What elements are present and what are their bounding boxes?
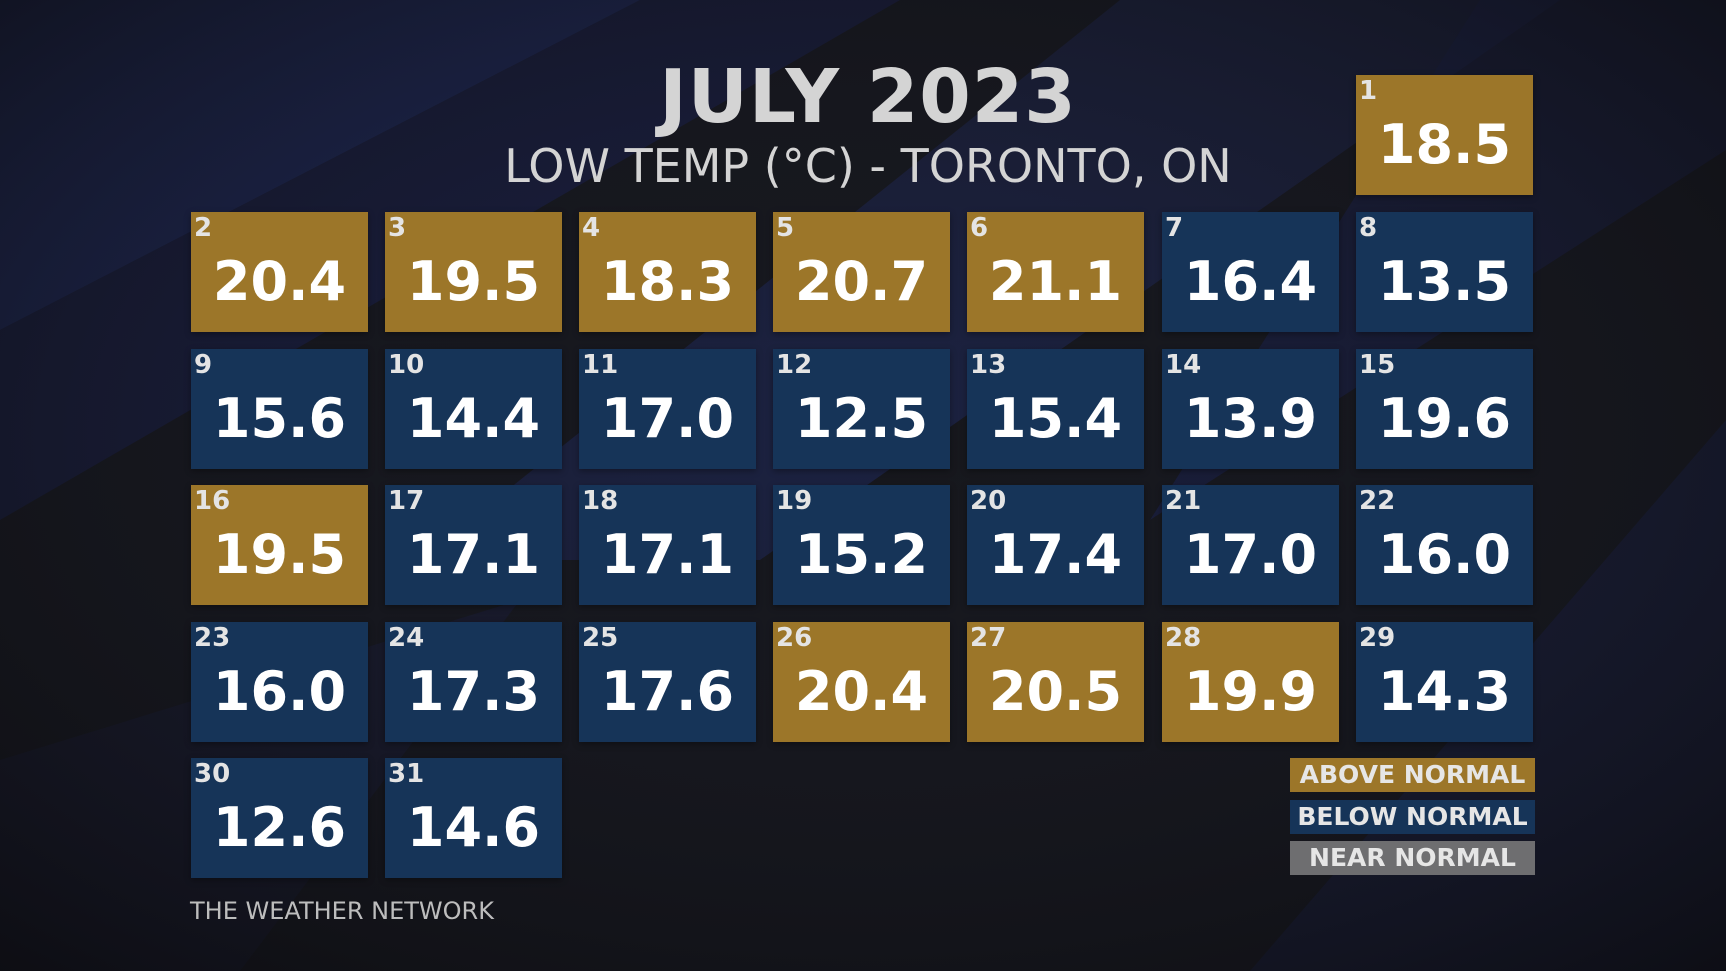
day-number: 5 (776, 213, 795, 243)
day-number: 30 (194, 759, 231, 789)
low-temp-value: 13.9 (1183, 387, 1318, 450)
low-temp-value: 13.5 (1377, 250, 1512, 313)
low-temp-value: 18.3 (600, 250, 735, 313)
low-temp-value: 12.5 (794, 387, 929, 450)
day-cell: 21 17.0 (1162, 485, 1339, 605)
day-number: 12 (776, 350, 813, 380)
day-number: 18 (582, 486, 619, 516)
day-cell: 12 12.5 (773, 349, 950, 469)
low-temp-value: 16.0 (1377, 523, 1512, 586)
low-temp-value: 12.6 (212, 796, 347, 859)
day-number: 3 (388, 213, 407, 243)
low-temp-value: 14.6 (406, 796, 541, 859)
day-cell: 2 20.4 (191, 212, 368, 332)
low-temp-value: 20.5 (988, 660, 1123, 723)
low-temp-value: 17.4 (988, 523, 1123, 586)
legend-item-near-normal: NEAR NORMAL (1290, 841, 1535, 875)
legend-item-below-normal: BELOW NORMAL (1290, 800, 1535, 834)
day-cell: 8 13.5 (1356, 212, 1533, 332)
day-number: 20 (970, 486, 1007, 516)
low-temp-value: 19.5 (406, 250, 541, 313)
day-cell: 16 19.5 (191, 485, 368, 605)
day-number: 23 (194, 623, 231, 653)
low-temp-value: 17.1 (406, 523, 541, 586)
day-cell: 24 17.3 (385, 622, 562, 742)
day-number: 6 (970, 213, 989, 243)
day-cell: 1 18.5 (1356, 75, 1533, 195)
day-number: 28 (1165, 623, 1202, 653)
day-cell: 15 19.6 (1356, 349, 1533, 469)
day-cell: 27 20.5 (967, 622, 1144, 742)
day-number: 19 (776, 486, 813, 516)
day-number: 31 (388, 759, 425, 789)
day-cell: 29 14.3 (1356, 622, 1533, 742)
day-cell: 20 17.4 (967, 485, 1144, 605)
day-number: 21 (1165, 486, 1202, 516)
low-temp-value: 15.4 (988, 387, 1123, 450)
low-temp-value: 17.1 (600, 523, 735, 586)
day-number: 2 (194, 213, 213, 243)
low-temp-value: 16.4 (1183, 250, 1318, 313)
day-number: 14 (1165, 350, 1202, 380)
low-temp-value: 14.3 (1377, 660, 1512, 723)
day-cell: 10 14.4 (385, 349, 562, 469)
low-temp-value: 19.5 (212, 523, 347, 586)
day-number: 29 (1359, 623, 1396, 653)
day-cell: 9 15.6 (191, 349, 368, 469)
legend-item-above-normal: ABOVE NORMAL (1290, 758, 1535, 792)
network-credit: THE WEATHER NETWORK (190, 897, 494, 925)
day-cell: 26 20.4 (773, 622, 950, 742)
low-temp-value: 18.5 (1377, 113, 1512, 176)
day-cell: 17 17.1 (385, 485, 562, 605)
day-cell: 14 13.9 (1162, 349, 1339, 469)
day-cell: 13 15.4 (967, 349, 1144, 469)
low-temp-value: 16.0 (212, 660, 347, 723)
low-temp-value: 20.7 (794, 250, 929, 313)
day-cell: 30 12.6 (191, 758, 368, 878)
day-number: 8 (1359, 213, 1378, 243)
day-cell: 4 18.3 (579, 212, 756, 332)
day-cell: 7 16.4 (1162, 212, 1339, 332)
chart-title: JULY 2023 (659, 54, 1077, 140)
low-temp-value: 15.2 (794, 523, 929, 586)
low-temp-value: 21.1 (988, 250, 1123, 313)
low-temp-value: 17.3 (406, 660, 541, 723)
low-temp-value: 14.4 (406, 387, 541, 450)
day-number: 9 (194, 350, 213, 380)
day-cell: 11 17.0 (579, 349, 756, 469)
day-number: 11 (582, 350, 619, 380)
day-number: 27 (970, 623, 1007, 653)
day-number: 17 (388, 486, 425, 516)
day-number: 24 (388, 623, 425, 653)
day-cell: 18 17.1 (579, 485, 756, 605)
day-number: 22 (1359, 486, 1396, 516)
day-number: 4 (582, 213, 601, 243)
low-temp-value: 17.6 (600, 660, 735, 723)
low-temp-value: 19.9 (1183, 660, 1318, 723)
chart-subtitle: LOW TEMP (°C) - TORONTO, ON (504, 139, 1232, 193)
day-cell: 3 19.5 (385, 212, 562, 332)
low-temp-value: 19.6 (1377, 387, 1512, 450)
day-cell: 6 21.1 (967, 212, 1144, 332)
day-number: 10 (388, 350, 425, 380)
day-number: 26 (776, 623, 813, 653)
day-cell: 25 17.6 (579, 622, 756, 742)
day-cell: 31 14.6 (385, 758, 562, 878)
day-number: 25 (582, 623, 619, 653)
day-number: 13 (970, 350, 1007, 380)
day-number: 1 (1359, 76, 1378, 106)
low-temp-value: 20.4 (794, 660, 929, 723)
day-cell: 5 20.7 (773, 212, 950, 332)
day-cell: 28 19.9 (1162, 622, 1339, 742)
low-temp-value: 15.6 (212, 387, 347, 450)
low-temp-value: 17.0 (1183, 523, 1318, 586)
day-cell: 22 16.0 (1356, 485, 1533, 605)
low-temp-value: 20.4 (212, 250, 347, 313)
day-number: 15 (1359, 350, 1396, 380)
day-number: 16 (194, 486, 231, 516)
day-number: 7 (1165, 213, 1184, 243)
day-cell: 19 15.2 (773, 485, 950, 605)
low-temp-value: 17.0 (600, 387, 735, 450)
day-cell: 23 16.0 (191, 622, 368, 742)
